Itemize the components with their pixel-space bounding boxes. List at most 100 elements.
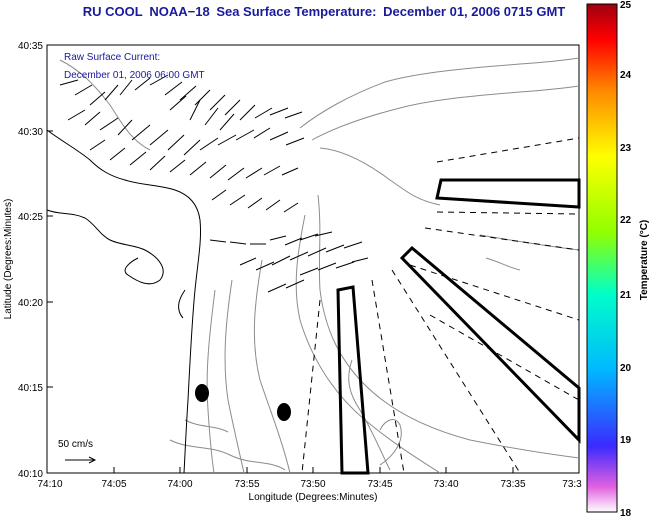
y-tick-label: 40:25 xyxy=(18,212,43,223)
current-vector xyxy=(149,74,169,86)
contour-line xyxy=(485,257,521,271)
y-tick-label: 40:20 xyxy=(18,298,43,309)
current-vector xyxy=(183,139,201,156)
current-vector xyxy=(317,262,337,271)
current-vector xyxy=(169,159,186,173)
colorbar-tick-label: 19 xyxy=(620,435,632,446)
contour-line xyxy=(224,279,245,474)
current-vector xyxy=(269,235,287,241)
dashed-line xyxy=(391,269,521,474)
contour-line xyxy=(348,359,391,471)
x-tick-label: 74:00 xyxy=(167,479,192,490)
current-vector xyxy=(199,137,219,151)
contour-line xyxy=(379,419,402,466)
contour-line xyxy=(253,259,291,474)
current-vector xyxy=(104,84,119,101)
current-vector xyxy=(255,261,275,271)
y-tick-label: 40:10 xyxy=(18,469,43,480)
coastline-path xyxy=(178,289,186,319)
colorbar-tick-label: 25 xyxy=(620,0,632,11)
current-vector xyxy=(59,79,79,86)
current-vector xyxy=(117,119,133,136)
current-vector xyxy=(245,167,263,179)
contour-line xyxy=(299,57,580,129)
current-vector xyxy=(267,283,287,293)
coastline-path xyxy=(46,129,202,474)
current-vector xyxy=(281,167,299,176)
current-vector xyxy=(269,107,289,116)
current-vector xyxy=(343,241,363,249)
annotation-line-2: December 01, 2006 06:00 GMT xyxy=(64,70,205,81)
contour-line xyxy=(319,147,441,206)
x-axis-ticks xyxy=(46,467,580,473)
x-tick-label: 74:05 xyxy=(101,479,126,490)
dashed-line xyxy=(409,264,580,321)
y-tick-labels: 40:35 40:30 40:25 40:20 40:15 40:10 xyxy=(18,41,43,480)
current-vector xyxy=(219,113,235,131)
current-vector xyxy=(229,241,247,245)
current-vector xyxy=(283,202,299,213)
colorbar-ticks: 25 24 23 22 21 20 19 18 xyxy=(620,0,632,518)
bathymetry-contours xyxy=(59,57,580,474)
current-vector xyxy=(149,155,166,171)
y-tick-label: 40:35 xyxy=(18,41,43,52)
colorbar xyxy=(586,3,618,513)
dashed-line xyxy=(436,211,580,215)
current-vector xyxy=(179,85,197,101)
map-title: RU COOL NOAA−18 Sea Surface Temperature:… xyxy=(0,4,651,19)
current-vector xyxy=(209,239,227,243)
current-vector xyxy=(167,134,185,151)
current-vector xyxy=(189,161,207,176)
x-tick-label: 73:35 xyxy=(500,479,525,490)
x-tick-label: 73:55 xyxy=(234,479,259,490)
x-tick-label: 73:50 xyxy=(300,479,325,490)
current-vector xyxy=(247,197,263,209)
current-vector xyxy=(99,117,119,131)
current-vector xyxy=(284,237,303,246)
current-vector xyxy=(265,199,281,211)
colorbar-tick-label: 20 xyxy=(620,363,632,374)
current-vector xyxy=(235,129,255,141)
map-plot-frame xyxy=(46,44,580,474)
current-vector xyxy=(229,194,246,206)
survey-box xyxy=(435,178,581,209)
dashed-line xyxy=(301,299,321,474)
current-vector xyxy=(239,104,256,121)
current-vector xyxy=(284,111,303,119)
current-vector xyxy=(263,165,281,176)
survey-box xyxy=(399,245,581,444)
y-axis-label: Latitude (Degrees:Minutes) xyxy=(3,199,14,320)
current-vector xyxy=(164,81,183,96)
contour-line xyxy=(206,289,216,474)
current-vector xyxy=(84,111,101,126)
dashed-line xyxy=(424,227,580,251)
current-vector xyxy=(285,279,305,289)
current-vector xyxy=(269,131,289,141)
coastline xyxy=(46,129,202,474)
annotation-line-1: Raw Surface Current: xyxy=(64,52,161,63)
contour-line xyxy=(184,419,229,433)
station-marker xyxy=(277,403,291,421)
current-vector xyxy=(89,139,106,151)
current-vector xyxy=(299,267,319,276)
current-vector xyxy=(209,164,227,179)
x-tick-label: 73:40 xyxy=(433,479,458,490)
scale-label: 50 cm/s xyxy=(58,439,94,450)
y-axis-ticks xyxy=(47,44,53,474)
colorbar-tick-label: 18 xyxy=(620,508,632,518)
y-tick-label: 40:30 xyxy=(18,127,43,138)
x-tick-label: 73:3 xyxy=(562,479,582,490)
colorbar-tick-label: 23 xyxy=(620,143,632,154)
current-vector xyxy=(169,95,187,111)
current-vector xyxy=(134,77,151,91)
x-axis-label: Longitude (Degrees:Minutes) xyxy=(249,492,378,503)
current-vector xyxy=(314,231,333,237)
current-vector xyxy=(67,109,86,121)
current-vector xyxy=(119,79,133,96)
coastline-path xyxy=(46,209,164,285)
current-vectors xyxy=(59,74,369,293)
current-vector xyxy=(271,255,291,266)
contour-line xyxy=(169,439,286,471)
current-vector xyxy=(254,107,273,119)
